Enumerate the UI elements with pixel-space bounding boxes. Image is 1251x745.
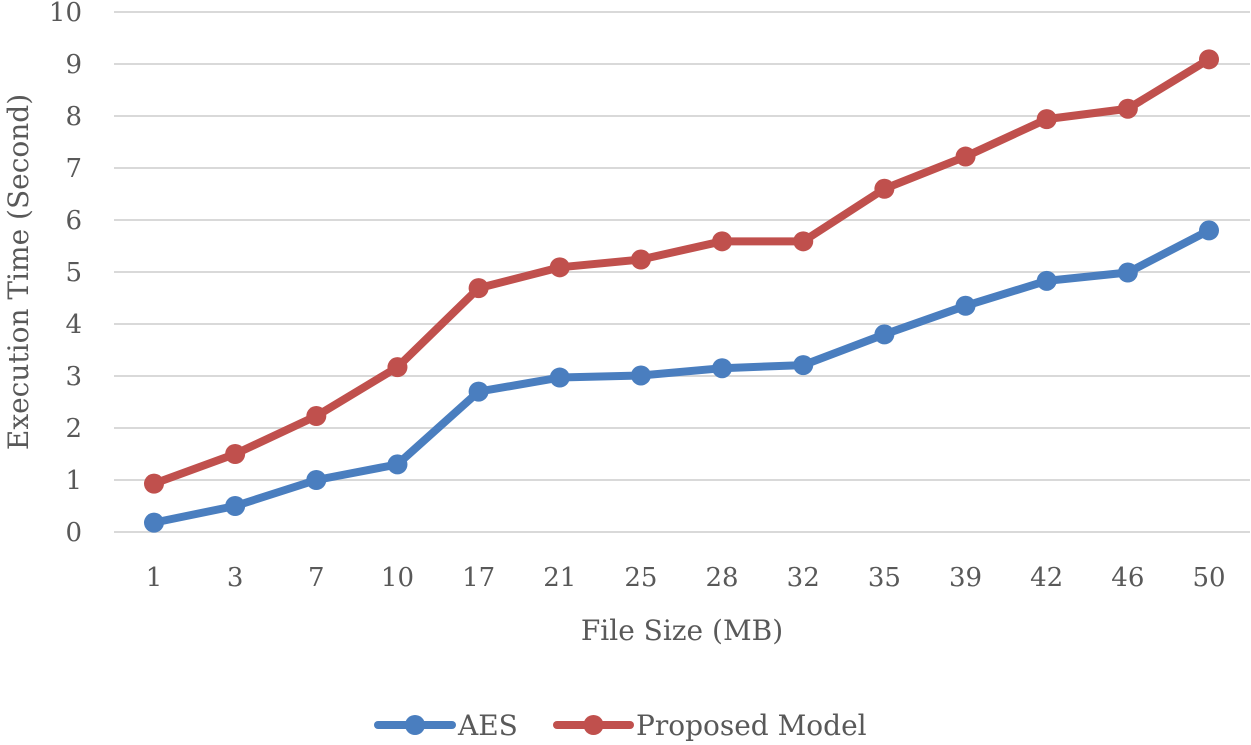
- y-axis-title: Execution Time (Second): [2, 94, 35, 450]
- data-point: [874, 178, 895, 199]
- x-tick-label: 28: [706, 563, 739, 593]
- legend: AES Proposed Model: [374, 709, 867, 742]
- x-tick-label: 50: [1192, 563, 1225, 593]
- x-tick-label: 1: [146, 563, 163, 593]
- legend-marker: [405, 715, 425, 735]
- data-point: [306, 406, 327, 427]
- y-tick-label: 9: [65, 50, 82, 80]
- data-point: [712, 358, 733, 379]
- data-point: [793, 231, 814, 252]
- y-tick-label: 1: [65, 466, 82, 496]
- data-point: [955, 146, 976, 167]
- data-point: [955, 295, 976, 316]
- legend-item: AES: [374, 709, 518, 742]
- data-point: [549, 257, 570, 278]
- data-point: [225, 444, 246, 464]
- series-line: [150, 226, 1213, 527]
- x-tick-label: 35: [868, 563, 901, 593]
- x-tick-label: 3: [227, 563, 244, 593]
- data-point: [225, 496, 246, 516]
- x-axis-ticks: 1 3 7 10 17 21 25 28 32 35 39 42 46 50: [146, 563, 1226, 593]
- y-tick-label: 2: [65, 414, 82, 444]
- y-tick-label: 7: [65, 154, 82, 184]
- data-point: [306, 470, 327, 490]
- data-point: [1199, 49, 1219, 70]
- data-point: [1036, 109, 1057, 130]
- data-point: [1036, 270, 1057, 291]
- y-tick-label: 5: [65, 258, 82, 288]
- data-point: [387, 454, 408, 475]
- x-tick-label: 46: [1111, 563, 1144, 593]
- x-tick-label: 42: [1030, 563, 1063, 593]
- series-line: [150, 55, 1213, 488]
- data-point: [874, 324, 895, 345]
- data-point: [630, 365, 651, 386]
- legend-item: Proposed Model: [553, 709, 867, 742]
- y-tick-label: 3: [65, 362, 82, 392]
- x-tick-label: 39: [949, 563, 982, 593]
- data-point: [793, 355, 814, 376]
- x-tick-label: 17: [462, 563, 495, 593]
- data-point: [1117, 262, 1138, 283]
- series-0: [144, 220, 1219, 533]
- y-tick-label: 10: [49, 0, 82, 28]
- x-tick-label: 7: [308, 563, 325, 593]
- legend-label: AES: [457, 709, 518, 742]
- data-point: [549, 367, 570, 388]
- series-lines: [144, 49, 1219, 533]
- data-point: [144, 473, 164, 494]
- y-tick-label: 4: [65, 310, 82, 340]
- legend-label: Proposed Model: [636, 709, 867, 742]
- y-tick-label: 6: [65, 206, 82, 236]
- data-point: [1199, 220, 1219, 241]
- y-tick-label: 0: [65, 518, 82, 548]
- x-tick-label: 10: [381, 563, 414, 593]
- series-1: [144, 49, 1219, 494]
- x-tick-label: 25: [624, 563, 657, 593]
- data-point: [468, 278, 489, 299]
- data-point: [144, 512, 164, 533]
- x-tick-label: 32: [787, 563, 820, 593]
- data-point: [712, 231, 733, 252]
- x-axis-title: File Size (MB): [581, 614, 783, 647]
- data-point: [630, 249, 651, 270]
- y-axis-ticks: 0 1 2 3 4 5 6 7 8 9 10: [49, 0, 82, 548]
- gridlines: [114, 11, 1250, 533]
- legend-marker: [583, 715, 604, 735]
- data-point: [468, 381, 489, 402]
- x-tick-label: 21: [543, 563, 576, 593]
- data-point: [1117, 98, 1138, 119]
- data-point: [387, 357, 408, 378]
- y-tick-label: 8: [65, 102, 82, 132]
